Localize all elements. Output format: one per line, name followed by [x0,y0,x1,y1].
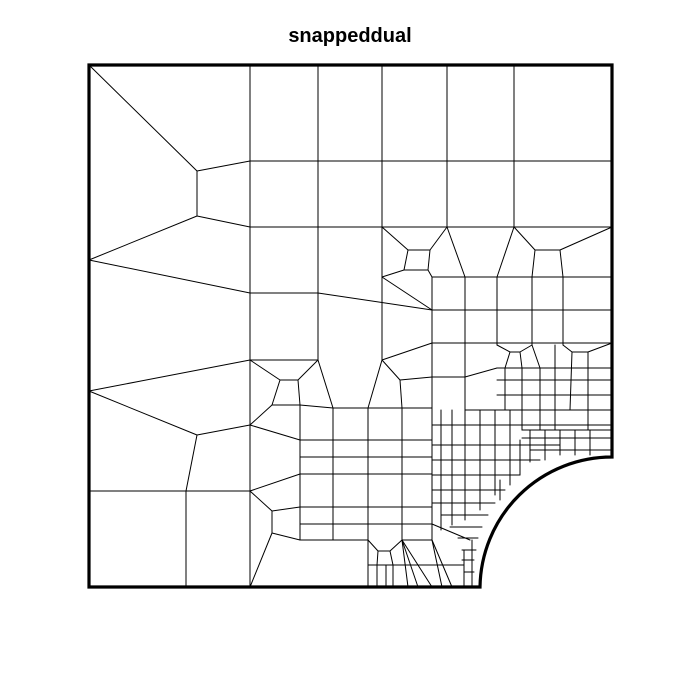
figure-title: snappeddual [288,25,411,47]
mesh-lines [88,64,613,588]
domain-boundary [87,63,614,589]
